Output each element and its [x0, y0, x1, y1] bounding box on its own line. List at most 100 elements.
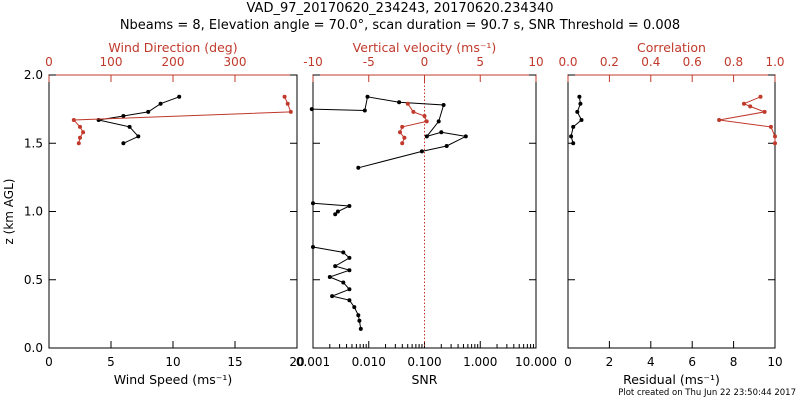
panel-1-x-tick-label-5: 20	[289, 355, 304, 369]
panel-3-bottom-series-point-7	[571, 141, 576, 146]
panel-1-bottom-series-point-6	[127, 124, 132, 129]
panel-3-top-series-point-2	[742, 101, 746, 106]
panel-2-bottom-series-segment-3-point-1	[311, 245, 315, 249]
panel-3-bottom-series-point-2	[578, 101, 583, 106]
panel-3-top-series-line	[719, 96, 776, 144]
panel-1-top-tick-label-2: 100	[100, 55, 123, 69]
panel-3-top-tick-label-5: 0.8	[724, 55, 743, 69]
panel-1-bottom-series-point-8	[121, 141, 126, 146]
panel-1-top-series-point-7	[78, 135, 82, 140]
panel-1-x-axis-label: Wind Speed (ms⁻¹)	[114, 372, 233, 387]
panel-2-top-series-point-1	[405, 101, 410, 106]
panel-2-bottom-series-segment-2-point-3	[335, 209, 340, 214]
panel-1-y-tick-label-4: 1.5	[24, 136, 43, 150]
panel-2-bottom-series-segment-3-line	[312, 246, 362, 329]
panel-3-top-series-point-8	[773, 141, 777, 146]
panel-3-top-series-point-7	[773, 134, 777, 139]
panel-1-bottom-series-point-1	[177, 94, 182, 99]
panel-3-top-series-point-1	[758, 94, 763, 99]
panel-2-bottom-series-segment-1-point-2	[362, 108, 367, 113]
panel-1-bottom-series-point-4	[121, 114, 126, 118]
panel-3-bottom-series-point-6	[569, 134, 574, 139]
panel-1-top-series-point-2	[285, 101, 290, 106]
panel-2-x-tick-label-5: 10.000	[515, 355, 557, 369]
panel-1-top-series-point-1	[282, 94, 287, 99]
panel-3-x-tick-label-3: 4	[647, 355, 655, 369]
panel-2-bottom-series-segment-3-point-2	[341, 250, 346, 255]
panel-3-bottom-series-point-4	[579, 118, 584, 122]
panel-2-bottom-series-segment-1-point-3	[365, 94, 370, 99]
panel-2-top-series-point-5	[400, 124, 405, 129]
panel-3-x-tick-label-1: 0	[564, 355, 572, 369]
panel-2-bottom-series-segment-1-point-11	[419, 149, 424, 154]
panel-2-bottom-series-segment-3-point-9	[330, 294, 335, 299]
panel-3-top-tick-label-6: 1.0	[765, 55, 784, 69]
panel-2-bottom-series-segment-3-point-6	[327, 275, 332, 279]
panel-2-bottom-series-segment-3-point-5	[347, 268, 352, 273]
panel-2-top-series-point-4	[424, 119, 429, 124]
panel-3-bottom-series-point-5	[571, 124, 576, 129]
panel-1-y-tick-label-1: 0.0	[24, 341, 43, 355]
panel-2-top-axis-label: Vertical velocity (ms⁻¹)	[353, 40, 497, 55]
panel-3-bottom-series-point-1	[577, 94, 582, 99]
panel-1-bottom-series-point-7	[136, 134, 141, 139]
panel-2-bottom-series-segment-2-point-1	[311, 201, 315, 206]
panel-3-top-axis-label: Correlation	[637, 40, 706, 55]
panel-1-top-series-point-6	[81, 130, 86, 135]
panel-2-bottom-series-segment-1-point-6	[436, 119, 441, 124]
panel-2-bottom-series-segment-3-point-3	[347, 255, 352, 260]
panel-3-x-tick-label-4: 6	[688, 355, 696, 369]
panel-2-bottom-series-segment-1-point-8	[439, 130, 444, 135]
panel-1-top-tick-label-4: 300	[224, 55, 247, 69]
chart-subtitle: Nbeams = 8, Elevation angle = 70.0°, sca…	[119, 18, 681, 33]
panel-3-x-tick-label-5: 8	[730, 355, 738, 369]
panel-2-bottom-series-segment-2-point-4	[333, 212, 338, 217]
panel-2-bottom-series-segment-1-point-5	[441, 103, 446, 107]
panel-2-bottom-series-segment-3-point-13	[357, 318, 362, 323]
panel-1-top-series-point-4	[71, 118, 76, 122]
panel-2-bottom-series-segment-1-point-9	[463, 134, 468, 139]
panel-3-top-series-point-6	[768, 124, 773, 129]
panel-1-top-series-point-5	[78, 124, 82, 129]
panel-2-top-series-point-2	[411, 109, 416, 114]
panel-1-top-series-point-3	[288, 109, 293, 114]
panel-1-y-axis-label: z (km AGL)	[2, 179, 16, 245]
panel-2-bottom-series-segment-1-line	[311, 96, 468, 169]
panel-2-x-tick-label-2: 0.010	[352, 355, 386, 369]
panel-3-x-tick-label-2: 2	[606, 355, 614, 369]
panel-2-bottom-series-segment-1-point-7	[424, 134, 429, 139]
panel-2-bottom-series-segment-3-point-7	[341, 280, 346, 285]
panel-1-top-series-line	[72, 96, 292, 144]
panel-1-top-tick-label-1: 0	[45, 55, 53, 69]
panel-1-top-tick-label-3: 200	[162, 55, 185, 69]
panel-2-top-tick-label-2: -5	[363, 55, 375, 69]
panel-3-x-axis-label: Residual (ms⁻¹)	[623, 372, 720, 387]
panel-3-top-tick-label-3: 0.4	[641, 55, 660, 69]
panel-1-bottom-series-line	[98, 96, 180, 144]
panel-2-x-tick-label-4: 1.000	[463, 355, 497, 369]
panel-3-top-series-point-3	[748, 104, 753, 109]
panel-2-top-tick-label-3: 0	[421, 55, 429, 69]
panel-2-x-tick-label-1: 0.001	[296, 355, 330, 369]
panel-1-x-tick-label-3: 10	[165, 355, 180, 369]
panel-1-x-tick-label-4: 15	[227, 355, 242, 369]
chart-title: VAD_97_20170620_234243, 20170620.234340	[246, 1, 554, 16]
panel-2-bottom-series-segment-1-point-1	[309, 107, 314, 112]
panel-2-top-series-point-7	[402, 135, 407, 140]
panel-3-top-series-point-4	[762, 109, 767, 114]
panel-2-bottom-series-segment-3-point-11	[352, 305, 357, 310]
plot-credit: Plot created on Thu Jun 22 23:50:44 2017	[618, 388, 796, 398]
panel-1-top-axis-label: Wind Direction (deg)	[108, 40, 237, 55]
panel-3-bottom-series-point-3	[575, 109, 580, 114]
panel-2-x-axis-label: SNR	[412, 372, 438, 387]
panel-2-x-tick-label-3: 0.100	[407, 355, 441, 369]
panel-3-top-series-point-5	[717, 118, 722, 122]
panel-2-bottom-series-segment-3-point-14	[358, 326, 363, 331]
panel-2-top-series-point-6	[398, 130, 402, 135]
panel-2-bottom-series-segment-3-point-12	[356, 313, 361, 318]
panel-2-top-tick-label-5: 10	[528, 55, 543, 69]
panel-1-x-tick-label-1: 0	[45, 355, 53, 369]
panel-2-bottom-series-segment-1-point-10	[444, 144, 449, 148]
panel-3-top-tick-label-2: 0.2	[600, 55, 619, 69]
